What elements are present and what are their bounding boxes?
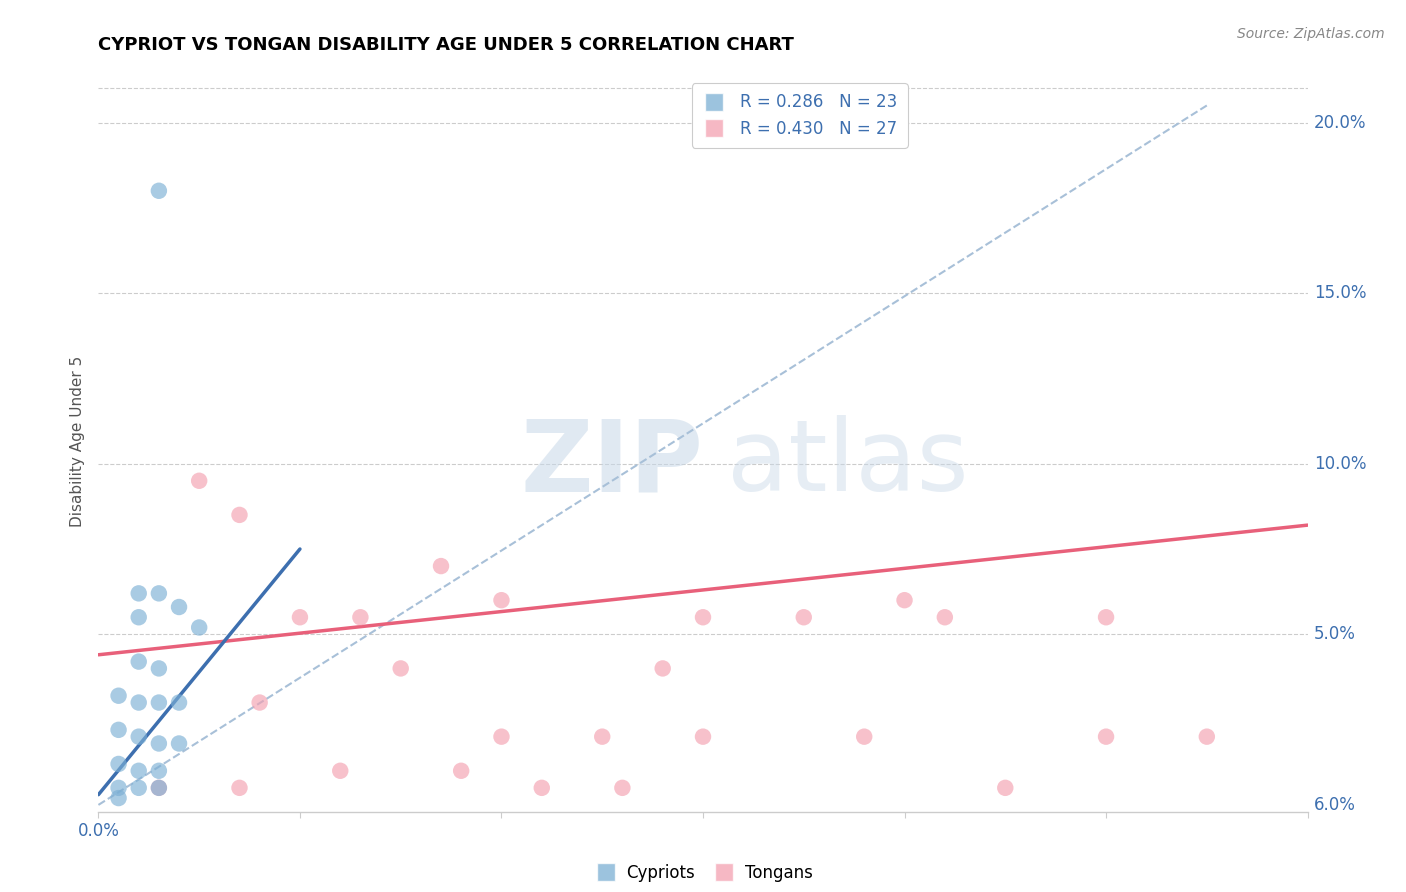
Point	[491, 730, 513, 744]
Point	[389, 661, 412, 675]
Point	[228, 508, 250, 522]
Point	[167, 696, 190, 710]
Point	[893, 593, 915, 607]
Point	[934, 610, 956, 624]
Point	[107, 723, 129, 737]
Point	[148, 737, 170, 751]
Text: 20.0%: 20.0%	[1313, 113, 1367, 131]
Text: 5.0%: 5.0%	[1313, 625, 1355, 643]
Point	[128, 655, 150, 669]
Point	[188, 620, 211, 634]
Point	[994, 780, 1017, 795]
Point	[148, 661, 170, 675]
Text: ZIP: ZIP	[520, 416, 703, 512]
Point	[167, 600, 190, 615]
Text: 10.0%: 10.0%	[1313, 455, 1367, 473]
Point	[128, 764, 150, 778]
Point	[450, 764, 472, 778]
Text: 6.0%: 6.0%	[1313, 796, 1355, 814]
Text: 15.0%: 15.0%	[1313, 285, 1367, 302]
Point	[491, 593, 513, 607]
Point	[148, 780, 170, 795]
Point	[107, 689, 129, 703]
Point	[530, 780, 553, 795]
Point	[148, 586, 170, 600]
Point	[329, 764, 352, 778]
Point	[148, 696, 170, 710]
Point	[128, 696, 150, 710]
Point	[692, 610, 714, 624]
Point	[167, 737, 190, 751]
Point	[148, 764, 170, 778]
Point	[148, 184, 170, 198]
Legend: Cypriots, Tongans: Cypriots, Tongans	[586, 857, 820, 888]
Point	[128, 610, 150, 624]
Point	[249, 696, 271, 710]
Point	[1095, 610, 1118, 624]
Point	[288, 610, 311, 624]
Point	[107, 756, 129, 771]
Text: Source: ZipAtlas.com: Source: ZipAtlas.com	[1237, 27, 1385, 41]
Point	[128, 730, 150, 744]
Point	[692, 730, 714, 744]
Y-axis label: Disability Age Under 5: Disability Age Under 5	[69, 356, 84, 527]
Point	[430, 559, 453, 574]
Point	[591, 730, 613, 744]
Point	[188, 474, 211, 488]
Point	[349, 610, 371, 624]
Point	[128, 586, 150, 600]
Point	[612, 780, 634, 795]
Text: atlas: atlas	[727, 416, 969, 512]
Point	[1095, 730, 1118, 744]
Point	[1195, 730, 1218, 744]
Text: CYPRIOT VS TONGAN DISABILITY AGE UNDER 5 CORRELATION CHART: CYPRIOT VS TONGAN DISABILITY AGE UNDER 5…	[98, 36, 794, 54]
Point	[228, 780, 250, 795]
Point	[853, 730, 876, 744]
Point	[107, 791, 129, 805]
Point	[148, 780, 170, 795]
Point	[107, 780, 129, 795]
Point	[793, 610, 815, 624]
Point	[128, 780, 150, 795]
Point	[651, 661, 673, 675]
